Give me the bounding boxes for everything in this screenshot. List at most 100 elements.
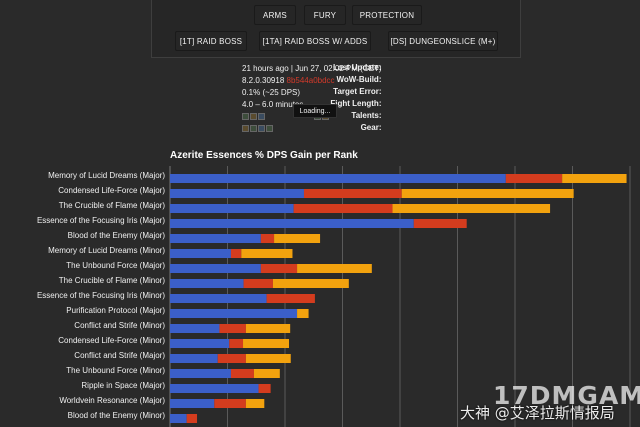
category-label: Purification Protocol (Major) bbox=[66, 306, 165, 315]
wow-build-row: WoW-Build: 8.2.0.30918 8b544a0bdcc bbox=[242, 75, 381, 87]
bar-segment[interactable] bbox=[170, 204, 294, 213]
bar-segment[interactable] bbox=[272, 279, 349, 288]
gear-icon[interactable] bbox=[266, 125, 273, 133]
bar-segment[interactable] bbox=[170, 309, 298, 318]
loading-tooltip: Loading... bbox=[293, 104, 337, 118]
gear-icon[interactable] bbox=[258, 125, 265, 133]
category-label: Conflict and Strife (Major) bbox=[74, 351, 165, 360]
bar-segment[interactable] bbox=[170, 264, 261, 273]
spec-tab-fury[interactable]: FURY bbox=[304, 5, 346, 25]
category-label: Condensed Life-Force (Minor) bbox=[58, 336, 165, 345]
category-label: Essence of the Focusing Iris (Minor) bbox=[36, 291, 165, 300]
bar-segment[interactable] bbox=[229, 339, 244, 348]
category-label: The Crucible of Flame (Major) bbox=[58, 201, 165, 210]
chart-title: Azerite Essences % DPS Gain per Rank bbox=[170, 150, 358, 161]
bar-segment[interactable] bbox=[219, 324, 246, 333]
talent-icon[interactable] bbox=[258, 113, 265, 121]
bar-segment[interactable] bbox=[217, 354, 246, 363]
last-update-label: Last Update: bbox=[333, 63, 382, 72]
gear-row: Gear: bbox=[242, 123, 381, 135]
wow-build-value: 8.2.0.30918 bbox=[242, 76, 285, 85]
bar-segment[interactable] bbox=[230, 369, 254, 378]
bar-segment[interactable] bbox=[245, 324, 291, 333]
bar-segment[interactable] bbox=[170, 369, 231, 378]
category-label: Worldvein Resonance (Major) bbox=[59, 396, 165, 405]
control-panel: ARMS FURY PROTECTION [1T] RAID BOSS [1TA… bbox=[151, 0, 521, 58]
category-label: The Crucible of Flame (Minor) bbox=[58, 276, 165, 285]
bar-segment[interactable] bbox=[170, 414, 187, 423]
bar-segment[interactable] bbox=[230, 249, 242, 258]
spec-tab-arms[interactable]: ARMS bbox=[254, 5, 296, 25]
bar-segment[interactable] bbox=[241, 249, 293, 258]
category-label: The Unbound Force (Major) bbox=[66, 261, 165, 270]
bar-segment[interactable] bbox=[170, 354, 218, 363]
target-error-row: Target Error: 0.1% (~25 DPS) bbox=[242, 87, 381, 99]
bar-segment[interactable] bbox=[170, 324, 220, 333]
fight-length-label: Fight Length: bbox=[330, 99, 382, 108]
target-error-label: Target Error: bbox=[333, 87, 382, 96]
category-label: Condensed Life-Force (Major) bbox=[58, 186, 165, 195]
bar-segment[interactable] bbox=[170, 234, 261, 243]
bar-segment[interactable] bbox=[214, 399, 246, 408]
fight-length-row: Fight Length: 4.0 – 6.0 minutes bbox=[242, 99, 381, 111]
gear-icon[interactable] bbox=[250, 125, 257, 133]
bar-segment[interactable] bbox=[170, 279, 244, 288]
bar-segment[interactable] bbox=[170, 399, 215, 408]
bar-segment[interactable] bbox=[245, 399, 265, 408]
bar-segment[interactable] bbox=[562, 174, 627, 183]
fight-tab-raid-boss[interactable]: [1T] RAID BOSS bbox=[175, 31, 247, 51]
watermark-logo: 17DMGAME bbox=[493, 381, 640, 410]
bar-segment[interactable] bbox=[297, 264, 372, 273]
bar-segment[interactable] bbox=[243, 339, 290, 348]
category-label: Blood of the Enemy (Major) bbox=[67, 231, 165, 240]
gear-icon[interactable] bbox=[242, 125, 249, 133]
category-label: Memory of Lucid Dreams (Minor) bbox=[48, 246, 165, 255]
bar-segment[interactable] bbox=[170, 219, 414, 228]
talents-label: Talents: bbox=[351, 111, 382, 120]
bar-segment[interactable] bbox=[253, 369, 280, 378]
bar-segment[interactable] bbox=[401, 189, 574, 198]
watermark-text: 大神 @艾泽拉斯情报局 bbox=[460, 404, 615, 422]
bar-segment[interactable] bbox=[243, 279, 273, 288]
fight-length-value: 4.0 – 6.0 minutes bbox=[242, 100, 304, 109]
category-label: Conflict and Strife (Minor) bbox=[74, 321, 165, 330]
bar-segment[interactable] bbox=[260, 264, 298, 273]
category-label: Memory of Lucid Dreams (Major) bbox=[48, 171, 165, 180]
bar-segment[interactable] bbox=[297, 309, 309, 318]
category-label: Essence of the Focusing Iris (Major) bbox=[36, 216, 165, 225]
wow-build-label: WoW-Build: bbox=[336, 75, 382, 84]
last-update-row: Last Update: 21 hours ago | Jun 27, 02:0… bbox=[242, 63, 381, 75]
talent-icon[interactable] bbox=[242, 113, 249, 121]
bar-segment[interactable] bbox=[170, 339, 230, 348]
gear-label: Gear: bbox=[360, 123, 382, 132]
gear-icons bbox=[242, 123, 274, 135]
bar-segment[interactable] bbox=[413, 219, 467, 228]
bar-segment[interactable] bbox=[170, 189, 304, 198]
bar-segment[interactable] bbox=[245, 354, 291, 363]
bar-segment[interactable] bbox=[170, 174, 506, 183]
category-label: The Unbound Force (Minor) bbox=[66, 366, 165, 375]
spec-tab-protection[interactable]: PROTECTION bbox=[352, 5, 422, 25]
bar-segment[interactable] bbox=[303, 189, 402, 198]
bar-segment[interactable] bbox=[170, 249, 231, 258]
fight-tab-raid-boss-adds[interactable]: [1TA] RAID BOSS W/ ADDS bbox=[259, 31, 371, 51]
target-error-value: 0.1% (~25 DPS) bbox=[242, 88, 301, 97]
bar-segment[interactable] bbox=[274, 234, 321, 243]
bar-segment[interactable] bbox=[186, 414, 198, 423]
bar-segment[interactable] bbox=[266, 294, 315, 303]
talent-icon[interactable] bbox=[250, 113, 257, 121]
bar-segment[interactable] bbox=[170, 294, 267, 303]
bar-segment[interactable] bbox=[258, 384, 271, 393]
wow-build-hash-link[interactable]: 8b544a0bdcc bbox=[286, 76, 335, 85]
bar-segment[interactable] bbox=[392, 204, 551, 213]
category-label: Blood of the Enemy (Minor) bbox=[67, 411, 165, 420]
bar-segment[interactable] bbox=[260, 234, 275, 243]
bar-segment[interactable] bbox=[505, 174, 563, 183]
bar-segment[interactable] bbox=[170, 384, 259, 393]
bar-segment[interactable] bbox=[293, 204, 393, 213]
last-update-value: 21 hours ago | Jun 27, 02:02 PM (CET) bbox=[242, 64, 382, 73]
fight-tab-dungeonslice[interactable]: [DS] DUNGEONSLICE (M+) bbox=[388, 31, 498, 51]
category-label: Ripple in Space (Major) bbox=[81, 381, 165, 390]
